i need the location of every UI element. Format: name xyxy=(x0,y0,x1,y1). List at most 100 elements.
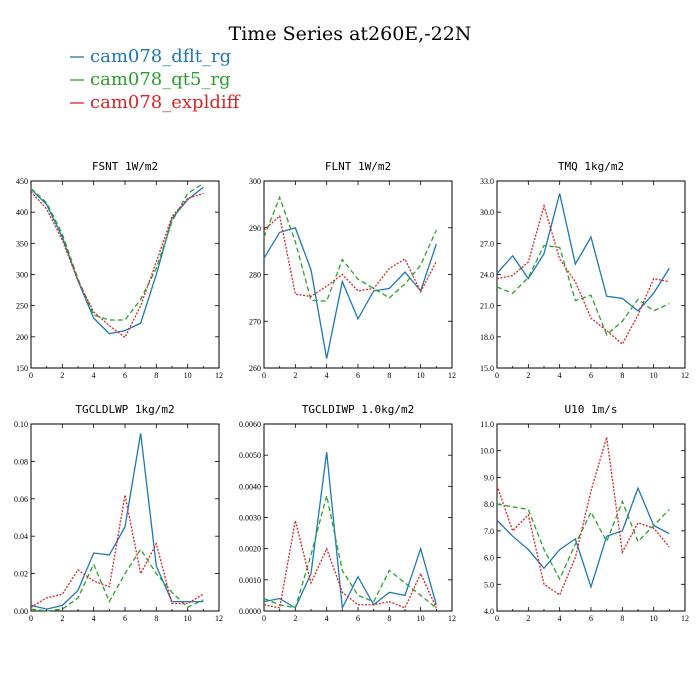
x-tick-label: 4 xyxy=(558,371,562,380)
y-tick-label: 15.0 xyxy=(480,364,494,373)
x-tick-label: 10 xyxy=(650,371,658,380)
y-tick-label: 290 xyxy=(249,224,261,233)
y-tick-label: 8.0 xyxy=(484,500,494,509)
series-line-cam078_dflt_rg xyxy=(263,451,437,611)
series-line-cam078_dflt_rg xyxy=(30,186,204,335)
x-tick-label: 0 xyxy=(262,614,266,623)
y-tick-label: 30.0 xyxy=(480,208,494,217)
panel-title: TMQ 1kg/m2 xyxy=(558,160,624,173)
series-line-cam078_qt5_rg xyxy=(263,495,437,609)
x-tick-label: 4 xyxy=(325,371,329,380)
y-tick-label: 24.0 xyxy=(480,271,494,280)
x-tick-label: 12 xyxy=(681,371,689,380)
x-tick-label: 2 xyxy=(60,371,64,380)
series-line-cam078_expldiff xyxy=(496,203,670,346)
x-tick-label: 10 xyxy=(184,614,192,623)
x-tick-label: 8 xyxy=(387,371,391,380)
x-tick-label: 12 xyxy=(215,371,223,380)
x-tick-label: 10 xyxy=(417,371,425,380)
y-tick-label: 0.00 xyxy=(14,607,28,616)
y-tick-label: 350 xyxy=(16,239,28,248)
x-tick-label: 8 xyxy=(620,614,624,623)
x-tick-label: 12 xyxy=(448,614,456,623)
y-tick-label: 0.04 xyxy=(14,532,28,541)
figure-title: Time Series at260E,-22N xyxy=(229,23,472,45)
x-tick-label: 2 xyxy=(293,614,297,623)
x-tick-label: 6 xyxy=(589,371,593,380)
x-tick-label: 8 xyxy=(154,371,158,380)
series-line-cam078_expldiff xyxy=(263,214,437,298)
x-tick-label: 4 xyxy=(558,614,562,623)
panel-title: FLNT 1W/m2 xyxy=(325,160,391,173)
legend: cam078_dflt_rgcam078_qt5_rgcam078_expldi… xyxy=(70,46,241,113)
x-tick-label: 12 xyxy=(448,371,456,380)
series-line-cam078_expldiff xyxy=(263,520,437,609)
x-tick-label: 0 xyxy=(262,371,266,380)
y-tick-label: 27.0 xyxy=(480,239,494,248)
panel-title: FSNT 1W/m2 xyxy=(92,160,158,173)
y-tick-label: 300 xyxy=(249,177,261,186)
x-tick-label: 8 xyxy=(387,614,391,623)
y-tick-label: 21.0 xyxy=(480,302,494,311)
x-tick-label: 4 xyxy=(92,371,96,380)
x-tick-label: 6 xyxy=(123,614,127,623)
y-tick-label: 0.02 xyxy=(14,570,28,579)
plot-frame xyxy=(30,180,220,369)
plot-frame xyxy=(30,423,220,612)
x-tick-label: 12 xyxy=(215,614,223,623)
series-line-cam078_expldiff xyxy=(496,437,670,596)
y-tick-label: 0.0020 xyxy=(239,545,261,554)
series-line-cam078_qt5_rg xyxy=(263,195,437,302)
y-tick-label: 0.10 xyxy=(14,420,28,429)
y-tick-label: 280 xyxy=(249,271,261,280)
x-tick-label: 6 xyxy=(123,371,127,380)
y-tick-label: 200 xyxy=(16,333,28,342)
y-tick-label: 4.0 xyxy=(484,607,494,616)
x-tick-label: 10 xyxy=(650,614,658,623)
x-tick-label: 8 xyxy=(620,371,624,380)
x-tick-label: 4 xyxy=(325,614,329,623)
series-line-cam078_qt5_rg xyxy=(496,499,670,581)
series-line-cam078_dflt_rg xyxy=(263,226,437,359)
panel-5: U10 1m/s 0 2 4 6 8 10 12 4.0 5.0 6.0 7.0 8.0 9.0 10.0 1… xyxy=(480,403,689,623)
x-tick-label: 10 xyxy=(417,614,425,623)
x-tick-label: 6 xyxy=(589,614,593,623)
y-tick-label: 300 xyxy=(16,271,28,280)
x-tick-label: 4 xyxy=(92,614,96,623)
y-tick-label: 0.0000 xyxy=(239,607,261,616)
panel-title: U10 1m/s xyxy=(565,403,618,416)
plot-frame xyxy=(496,423,686,612)
y-tick-label: 33.0 xyxy=(480,177,494,186)
legend-entry-2: cam078_expldiff xyxy=(90,92,241,113)
plot-frame xyxy=(263,180,453,369)
series-line-cam078_dflt_rg xyxy=(496,193,670,312)
series-line-cam078_dflt_rg xyxy=(30,433,204,610)
x-tick-label: 2 xyxy=(526,371,530,380)
x-tick-label: 2 xyxy=(293,371,297,380)
x-tick-label: 6 xyxy=(356,614,360,623)
y-tick-label: 400 xyxy=(16,208,28,217)
x-tick-label: 6 xyxy=(356,371,360,380)
y-tick-label: 0.08 xyxy=(14,457,28,466)
panel-title: TGCLDIWP 1.0kg/m2 xyxy=(302,403,415,416)
x-tick-label: 8 xyxy=(154,614,158,623)
series-line-cam078_qt5_rg xyxy=(30,548,204,612)
series-line-cam078_dflt_rg xyxy=(496,486,670,590)
panel-0: FSNT 1W/m2 0 2 4 6 8 10 12 150 200 250 300 350 400 450 xyxy=(16,160,223,380)
y-tick-label: 6.0 xyxy=(484,554,494,563)
series-line-cam078_qt5_rg xyxy=(496,244,670,336)
y-tick-label: 250 xyxy=(16,302,28,311)
y-tick-label: 7.0 xyxy=(484,527,494,536)
y-tick-label: 0.0060 xyxy=(239,420,261,429)
series-line-cam078_qt5_rg xyxy=(30,182,204,321)
x-tick-label: 12 xyxy=(681,614,689,623)
y-tick-label: 450 xyxy=(16,177,28,186)
y-tick-label: 0.06 xyxy=(14,495,28,504)
panel-1: FLNT 1W/m2 0 2 4 6 8 10 12 260 270 280 290 300 xyxy=(249,160,456,380)
chart-panels: FSNT 1W/m20 2 4 6 8 10 12150200250300350400450… xyxy=(14,160,689,623)
y-tick-label: 18.0 xyxy=(480,333,494,342)
x-tick-label: 0 xyxy=(29,371,33,380)
y-tick-label: 0.0050 xyxy=(239,451,261,460)
x-tick-label: 0 xyxy=(495,371,499,380)
x-tick-label: 10 xyxy=(184,371,192,380)
